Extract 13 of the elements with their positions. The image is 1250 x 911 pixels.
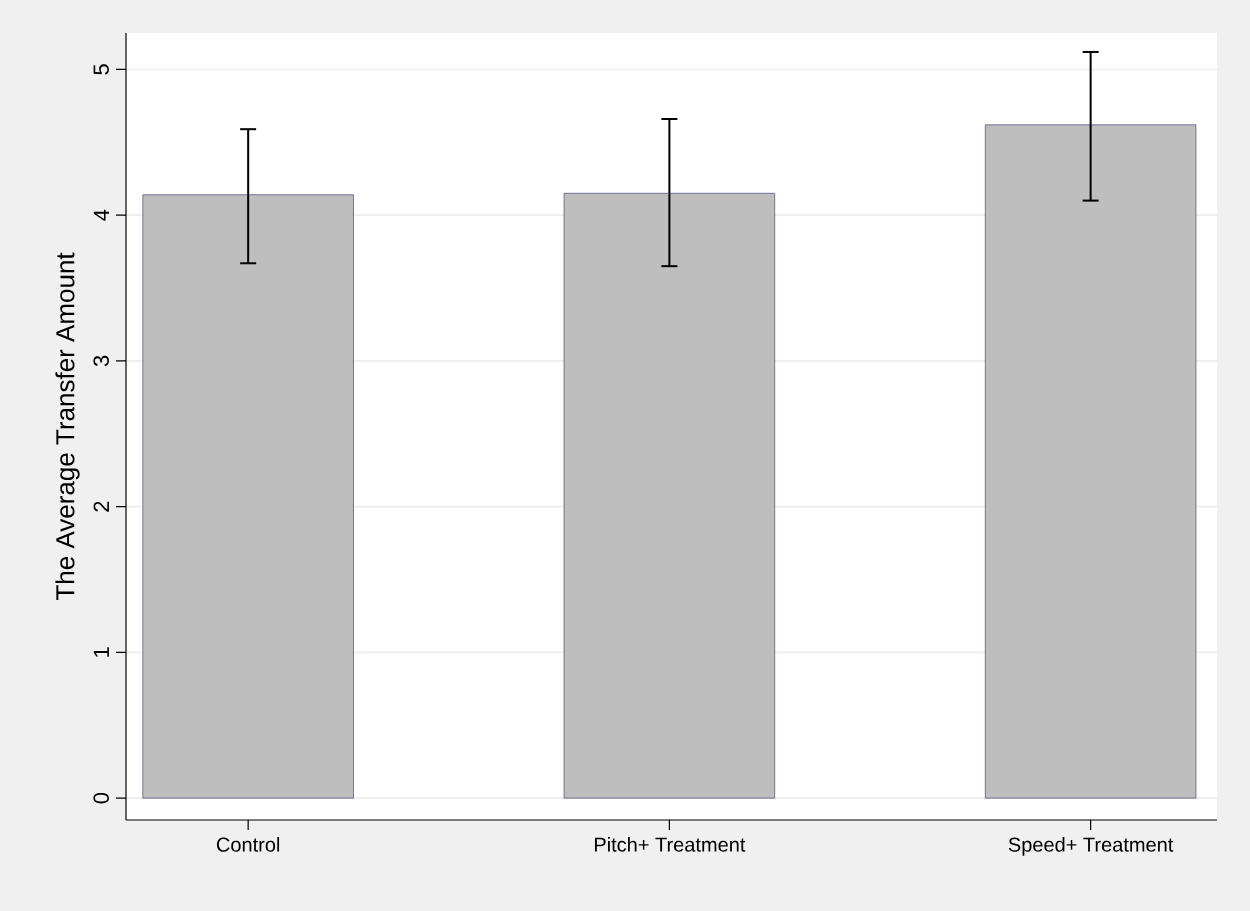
y-axis-title: The Average Transfer Amount <box>55 252 80 601</box>
y-tick-label: 0 <box>93 792 109 804</box>
bar <box>563 192 776 799</box>
y-tick-label: 4 <box>93 209 109 221</box>
y-tick-label: 1 <box>93 647 109 657</box>
x-tick-label: Speed+ Treatment <box>1008 837 1174 856</box>
bar <box>984 124 1197 799</box>
y-tick-label: 5 <box>93 64 109 75</box>
bar <box>142 194 354 799</box>
x-tick-label: Control <box>216 837 280 852</box>
x-tick-label: Pitch+ Treatment <box>594 837 746 852</box>
y-tick-label: 3 <box>93 355 109 367</box>
y-tick-label: 2 <box>93 501 109 512</box>
